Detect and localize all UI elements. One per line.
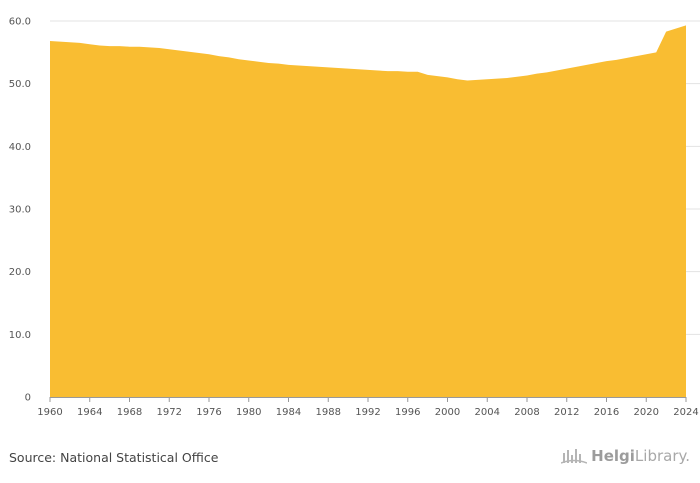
axes: 0 10.0 20.0 30.0 40.0 50.0 60.0 1960 1964 1968 197… — [9, 17, 699, 419]
x-tick-label: 1984 — [276, 407, 301, 418]
x-tick-label: 1992 — [355, 407, 380, 418]
y-tick-label: 0 — [25, 393, 31, 404]
x-tick-label: 1988 — [316, 407, 341, 418]
y-tick-label: 50.0 — [9, 79, 31, 90]
y-tick-label: 30.0 — [9, 205, 31, 216]
helgi-library-icon — [561, 449, 588, 464]
x-tick-label: 2016 — [594, 407, 619, 418]
x-tick-label: 2020 — [634, 407, 659, 418]
brand-logo[interactable]: Helgi Library. — [561, 447, 690, 465]
x-tick-label: 2008 — [514, 407, 539, 418]
y-tick-label: 40.0 — [9, 142, 31, 153]
x-tick-label: 2024 — [673, 407, 698, 418]
x-tick-label: 1960 — [37, 407, 62, 418]
x-tick-label: 1976 — [196, 407, 221, 418]
x-tick-label: 2000 — [435, 407, 460, 418]
x-tick-label: 1980 — [236, 407, 261, 418]
x-tick-label: 1996 — [395, 407, 420, 418]
y-tick-label: 60.0 — [9, 17, 31, 28]
x-tick-label: 1972 — [157, 407, 182, 418]
x-tick-label: 2004 — [475, 407, 500, 418]
brand-name-light: Library. — [634, 447, 690, 465]
x-tick-label: 1968 — [117, 407, 142, 418]
area-series — [50, 25, 686, 397]
brand-name-bold: Helgi — [591, 447, 635, 465]
y-tick-label: 20.0 — [9, 267, 31, 278]
x-tick-label: 1964 — [77, 407, 102, 418]
x-tick-label: 2012 — [554, 407, 579, 418]
source-note: Source: National Statistical Office — [9, 450, 219, 465]
y-tick-label: 10.0 — [9, 330, 31, 341]
plot-area — [50, 25, 686, 397]
